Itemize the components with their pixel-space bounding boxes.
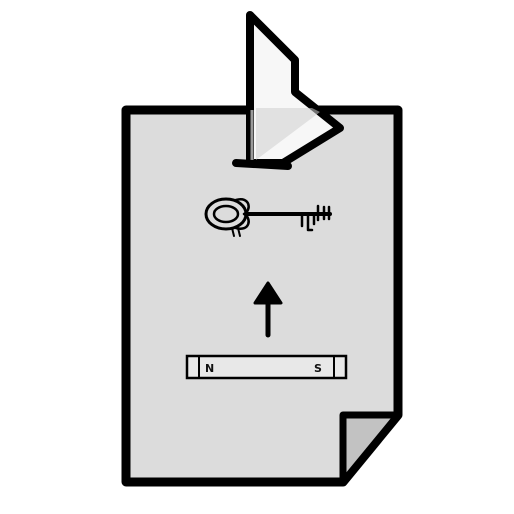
folded-corner-icon <box>339 411 402 486</box>
bar-magnet-icon: N S <box>185 354 348 380</box>
up-arrow-icon <box>253 281 283 338</box>
flag-clip-icon <box>232 11 344 170</box>
skeleton-key-icon <box>204 197 332 237</box>
magnet-north-label: N <box>205 362 214 375</box>
magnet-south-label: S <box>314 362 322 375</box>
